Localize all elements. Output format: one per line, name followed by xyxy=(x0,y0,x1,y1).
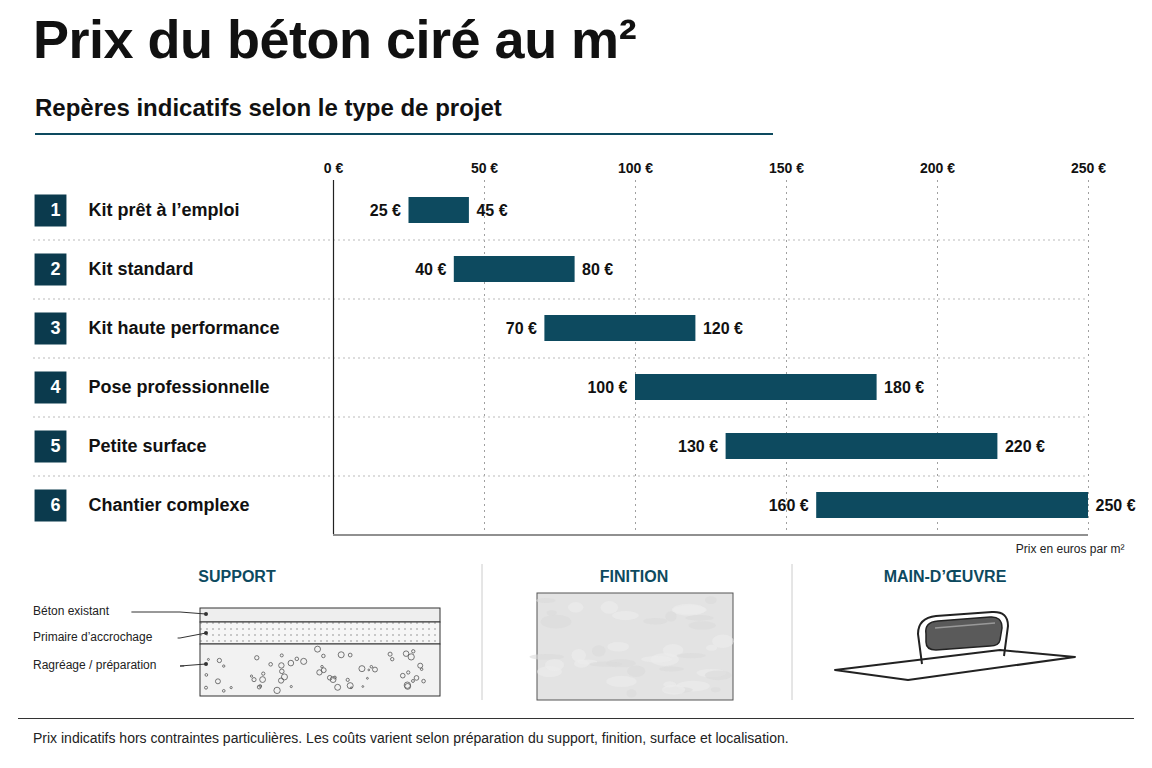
svg-text:Prix en euros par m²: Prix en euros par m² xyxy=(1016,542,1125,556)
svg-text:70 €: 70 € xyxy=(506,320,537,337)
svg-text:50 €: 50 € xyxy=(471,160,498,176)
svg-text:SUPPORT: SUPPORT xyxy=(198,568,276,585)
svg-text:100 €: 100 € xyxy=(587,379,627,396)
svg-text:Chantier complexe: Chantier complexe xyxy=(89,495,250,515)
svg-text:1: 1 xyxy=(51,200,61,220)
svg-text:3: 3 xyxy=(51,318,61,338)
svg-text:4: 4 xyxy=(51,377,61,397)
svg-text:MAIN-D’ŒUVRE: MAIN-D’ŒUVRE xyxy=(884,568,1007,585)
svg-text:220 €: 220 € xyxy=(1005,438,1045,455)
svg-text:Béton existant: Béton existant xyxy=(33,604,110,618)
svg-text:160 €: 160 € xyxy=(769,497,809,514)
svg-text:150 €: 150 € xyxy=(769,160,804,176)
svg-text:100 €: 100 € xyxy=(618,160,653,176)
svg-text:25 €: 25 € xyxy=(370,202,401,219)
svg-text:Kit haute performance: Kit haute performance xyxy=(89,318,280,338)
svg-text:80 €: 80 € xyxy=(582,261,613,278)
svg-text:40 €: 40 € xyxy=(415,261,446,278)
svg-text:Kit standard: Kit standard xyxy=(89,259,194,279)
svg-text:120 €: 120 € xyxy=(703,320,743,337)
svg-text:Pose professionnelle: Pose professionnelle xyxy=(89,377,270,397)
svg-text:250 €: 250 € xyxy=(1071,160,1106,176)
svg-text:130 €: 130 € xyxy=(678,438,718,455)
svg-text:250 €: 250 € xyxy=(1096,497,1136,514)
svg-text:Kit prêt à l’emploi: Kit prêt à l’emploi xyxy=(89,200,240,220)
svg-text:200 €: 200 € xyxy=(920,160,955,176)
html-text:Repères indicatifs selon le ty: Repères indicatifs selon le type de proj… xyxy=(35,94,502,121)
html-text:Prix indicatifs hors contraint: Prix indicatifs hors contraintes particu… xyxy=(33,730,789,746)
svg-text:Ragréage / préparation: Ragréage / préparation xyxy=(33,658,156,672)
svg-text:Primaire d’accrochage: Primaire d’accrochage xyxy=(33,630,153,644)
html-text:Prix du béton ciré au m²: Prix du béton ciré au m² xyxy=(33,9,637,69)
svg-text:45 €: 45 € xyxy=(476,202,507,219)
svg-text:FINITION: FINITION xyxy=(600,568,668,585)
svg-text:Petite surface: Petite surface xyxy=(89,436,207,456)
svg-text:180 €: 180 € xyxy=(884,379,924,396)
svg-text:2: 2 xyxy=(51,259,61,279)
svg-text:6: 6 xyxy=(51,495,61,515)
svg-text:5: 5 xyxy=(51,436,61,456)
svg-text:0 €: 0 € xyxy=(324,160,344,176)
